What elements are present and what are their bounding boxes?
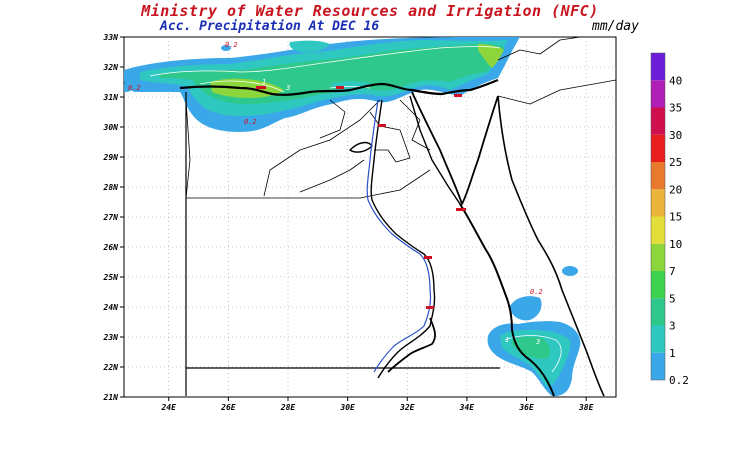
colorbar-label: 20	[669, 183, 682, 196]
lat-label: 21N	[103, 393, 119, 402]
gov-lines-5	[319, 99, 346, 139]
sinai-coast	[411, 91, 499, 205]
lat-label: 26N	[103, 243, 119, 252]
gov-lines-2	[263, 99, 381, 197]
colorbar-label: 5	[669, 292, 676, 305]
lon-label: 38E	[578, 403, 594, 412]
saudi-border	[497, 79, 616, 105]
lon-label: 28E	[280, 403, 296, 412]
lon-label: 30E	[339, 403, 355, 412]
colorbar-swatch	[651, 298, 665, 326]
lat-label: 29N	[103, 153, 119, 162]
lat-label: 31N	[103, 93, 119, 102]
contour-labels: 0.2 1 3 0.2 0.2 0.2 1 3	[128, 41, 543, 346]
lon-label: 36E	[518, 403, 534, 412]
lat-label: 25N	[103, 273, 119, 282]
lat-label: 23N	[103, 333, 119, 342]
colorbar-label: 3	[669, 320, 676, 333]
contour-label: 0.2	[244, 118, 257, 126]
colorbar-swatch	[651, 162, 665, 190]
colorbar-swatch	[651, 53, 665, 81]
contour-label: 1	[505, 336, 509, 344]
colorbar-label: 10	[669, 238, 682, 251]
units-label: mm/day	[592, 19, 639, 34]
lat-label: 24N	[103, 303, 119, 312]
colorbar-label: 0.2	[669, 374, 689, 387]
colorbar-label: 15	[669, 211, 682, 224]
contour-label: 1	[262, 78, 266, 86]
red-sea-coast-east	[497, 95, 605, 397]
lon-label: 34E	[459, 403, 475, 412]
colorbar-swatch	[651, 216, 665, 244]
lat-label: 30N	[103, 123, 119, 132]
precip-area-green-se	[511, 336, 550, 359]
colorbar-label: 1	[669, 347, 676, 360]
precip-southeast	[487, 266, 581, 397]
libya-border	[185, 99, 191, 199]
gov-lines-1	[186, 169, 431, 199]
colorbar-label: 30	[669, 129, 682, 142]
colorbar-swatch	[651, 243, 665, 271]
borders	[179, 37, 616, 397]
colorbar-label: 35	[669, 102, 682, 115]
colorbar-swatch	[651, 352, 665, 380]
contour-label: 3	[285, 84, 290, 92]
latitude-labels: 33N 32N 31N 30N 29N 28N 27N 26N 25N 24N 23N 22N 21N	[103, 33, 124, 402]
nile-river	[366, 99, 432, 373]
precip-spot-northwest	[221, 45, 231, 51]
mediterranean-coast	[179, 78, 499, 96]
contour-label: 3	[535, 338, 540, 346]
gov-lines-6	[399, 99, 431, 151]
precip-spot-25n	[562, 266, 578, 276]
precip-area-brightgreen-nile	[478, 44, 504, 68]
colorbar-swatch	[651, 189, 665, 217]
contour-label: 0.2	[530, 288, 543, 296]
map-title: Ministry of Water Resources and Irrigati…	[141, 2, 599, 20]
lon-label: 24E	[161, 403, 177, 412]
nile-bank	[370, 99, 436, 379]
precip-spot-west	[124, 84, 132, 92]
map-subtitle: Acc. Precipitation At DEC 16	[160, 19, 380, 34]
contour-label: 0.2	[225, 41, 238, 49]
precip-area-lightblue-24n	[510, 296, 542, 321]
colorbar-label: 7	[669, 265, 676, 278]
contour-lines	[149, 46, 562, 373]
jordan-border	[497, 37, 581, 61]
lat-label: 32N	[103, 63, 119, 72]
lat-label: 22N	[103, 363, 119, 372]
lake-nasser	[387, 317, 436, 373]
lon-label: 32E	[399, 403, 415, 412]
colorbar-swatch	[651, 134, 665, 162]
gov-lines-3	[299, 159, 365, 193]
colorbar-swatch	[651, 80, 665, 108]
gulf-suez	[409, 95, 461, 205]
longitude-labels: 24E 26E 28E 30E 32E 34E 36E 38E	[161, 397, 594, 412]
contour-label: 0.2	[128, 84, 141, 92]
lat-label: 28N	[103, 183, 119, 192]
lat-label: 27N	[103, 213, 119, 222]
colorbar-swatch	[651, 325, 665, 353]
colorbar-border	[650, 52, 666, 381]
colorbar-label: 40	[669, 74, 682, 87]
colorbar-swatch	[651, 107, 665, 135]
precip-area-teal-blob	[289, 40, 330, 53]
lon-label: 26E	[220, 403, 236, 412]
colorbar-label: 25	[669, 156, 682, 169]
city-markers	[256, 86, 466, 309]
colorbar-swatch	[651, 271, 665, 299]
red-sea-coast-west	[459, 203, 555, 397]
lat-label: 33N	[103, 33, 119, 42]
